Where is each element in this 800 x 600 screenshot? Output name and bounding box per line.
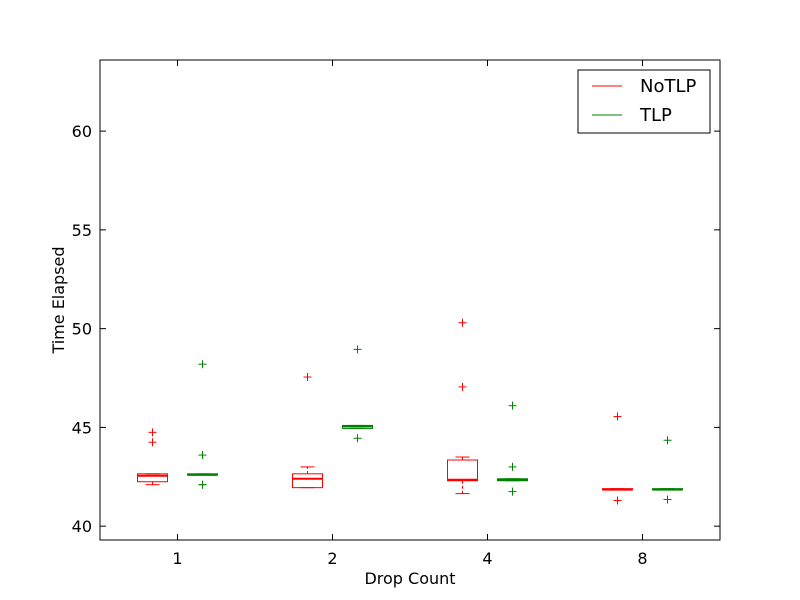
outlier-marker-notlp-2: [303, 373, 312, 382]
box-notlp-2: [292, 473, 323, 489]
outlier-marker-tlp-1: [198, 451, 207, 460]
outlier-marker-notlp-4: [458, 382, 467, 391]
outlier-marker-notlp-1: [148, 438, 157, 447]
outlier-marker-notlp-8: [613, 412, 622, 421]
outlier-marker-tlp-4: [508, 462, 517, 471]
box-series: [137, 318, 683, 505]
outlier-marker-tlp-4: [508, 401, 517, 410]
y-tick-labels: 40 45 50 55 60: [72, 122, 92, 536]
y-tick-label: 60: [72, 122, 92, 141]
box-notlp-1: [137, 473, 168, 483]
outlier-marker-tlp-4: [508, 487, 517, 496]
legend: NoTLP TLP: [577, 69, 711, 134]
x-tick-label: 4: [482, 549, 492, 568]
y-tick-label: 45: [72, 418, 92, 437]
x-tick-label: 2: [327, 549, 337, 568]
outlier-marker-tlp-8: [663, 436, 672, 445]
y-tick-label: 50: [72, 320, 92, 339]
x-tick-label: 1: [172, 549, 182, 568]
box-notlp-4: [447, 459, 478, 482]
x-axis-label: Drop Count: [364, 569, 455, 588]
outlier-marker-notlp-1: [148, 428, 157, 437]
outlier-marker-tlp-2: [353, 434, 362, 443]
y-tick-label: 55: [72, 221, 92, 240]
outlier-marker-tlp-1: [198, 480, 207, 489]
legend-frame: [577, 69, 711, 134]
outlier-marker-tlp-1: [198, 360, 207, 369]
outlier-marker-notlp-8: [613, 496, 622, 505]
x-tick-label: 8: [637, 549, 647, 568]
outlier-marker-notlp-4: [458, 318, 467, 327]
plot-frame: [99, 59, 721, 541]
y-axis-label: Time Elapsed: [49, 246, 68, 354]
tick-marks: [100, 60, 720, 540]
x-tick-labels: 1 2 4 8: [172, 549, 647, 568]
outlier-marker-tlp-2: [353, 345, 362, 354]
outlier-marker-tlp-8: [663, 495, 672, 504]
legend-label-tlp: TLP: [639, 105, 672, 126]
legend-label-notlp: NoTLP: [640, 76, 697, 97]
y-tick-label: 40: [72, 517, 92, 536]
